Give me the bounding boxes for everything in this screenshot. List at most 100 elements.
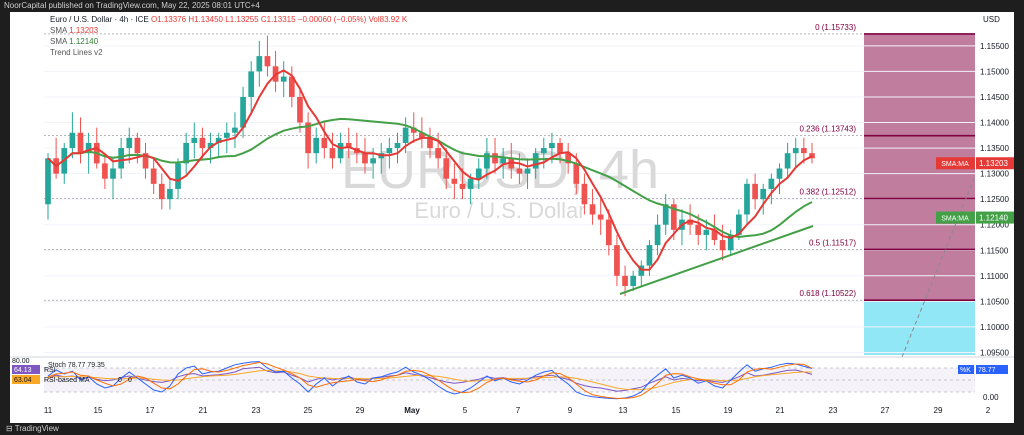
price-axis: USD 1.15500 1.15000 1.14500 1.14000 1.13500 1.… <box>980 15 1009 357</box>
x-tick-label: 9 <box>568 406 573 415</box>
candle-body <box>744 183 750 215</box>
sma-slow-label: SMA <box>50 37 67 46</box>
candle-body <box>191 137 198 143</box>
candle-body <box>565 153 572 164</box>
x-tick-label: 25 <box>304 406 313 415</box>
symbol-label[interactable]: Euro / U.S. Dollar · 4h · ICE <box>50 15 149 24</box>
time-axis: 11 15 17 21 23 25 29 May 5 7 9 13 15 19 21 23 27 29 2 <box>44 406 991 415</box>
sma-slow-value: 1.12140 <box>69 37 99 46</box>
fib-level-label: 0 (1.15733) <box>815 23 856 32</box>
legend-trendlines[interactable]: Trend Lines v2 <box>50 47 407 58</box>
close-value: C1.13315 <box>260 15 296 24</box>
candle-body <box>313 137 320 154</box>
low-value: L1.13255 <box>225 15 259 24</box>
candle-body <box>597 214 604 220</box>
stoch-k-label-tag-bg <box>958 365 974 374</box>
candle-body <box>223 132 230 138</box>
legend-sma-slow[interactable]: SMA 1.12140 <box>50 36 407 47</box>
candle-body <box>630 275 637 287</box>
candle-body <box>419 132 425 138</box>
candle-body <box>199 137 206 149</box>
sma-price-text: 1.12140 <box>979 214 1008 223</box>
tradingview-logo: ⊟ TradingView <box>6 424 59 433</box>
candle-body <box>695 224 702 235</box>
support-trend-line[interactable] <box>619 225 814 295</box>
currency-label: USD <box>983 15 1000 24</box>
x-tick-label: 27 <box>881 406 890 415</box>
candle-body <box>573 163 580 184</box>
candle-body <box>256 56 263 72</box>
y-tick-label: 1.15000 <box>980 67 1009 76</box>
candle-body <box>443 158 450 179</box>
candle-body <box>321 137 328 149</box>
candle-body <box>736 214 742 235</box>
candle-body <box>459 183 466 189</box>
rsi-ma-label: RSI-based MA <box>44 377 90 384</box>
y-tick-label: 1.11000 <box>980 272 1009 281</box>
fib-zone-lower <box>864 300 975 355</box>
candle-body <box>727 234 734 251</box>
candle-body <box>792 148 799 154</box>
fibonacci-zone <box>864 33 975 355</box>
indicator-line <box>47 361 813 399</box>
stoch-k-value-tag-bg <box>976 365 1008 374</box>
x-tick-label: 7 <box>516 406 521 415</box>
candle-body <box>435 148 441 159</box>
legend-ohlc-row[interactable]: Euro / U.S. Dollar · 4h · ICE O1.13376 H… <box>50 14 407 25</box>
candle-body <box>492 153 498 164</box>
candle-body <box>662 204 669 225</box>
candle-body <box>288 76 295 97</box>
candle-body <box>118 148 124 169</box>
candle-body <box>175 163 181 189</box>
candle-body <box>167 188 173 200</box>
sma-fast-label: SMA <box>50 26 67 35</box>
candle-body <box>703 229 710 235</box>
candle-body <box>126 137 133 149</box>
x-tick-label: 19 <box>724 406 733 415</box>
candle-body <box>215 137 222 143</box>
candle-body <box>158 183 165 200</box>
rsi-label: RSI <box>44 367 56 374</box>
x-tick-label: 13 <box>619 406 628 415</box>
rsi-ma-tag: 63.04 <box>14 377 32 384</box>
candle-body <box>69 132 76 149</box>
sma-name-tag <box>936 157 975 170</box>
candle-body <box>451 178 458 184</box>
y-tick-label: 1.10000 <box>980 323 1009 332</box>
legend-sma-fast[interactable]: SMA 1.13203 <box>50 25 407 36</box>
rsi-value-tag-bg <box>12 365 40 374</box>
fib-level-label: 0.5 (1.11517) <box>809 238 856 247</box>
candle-body <box>589 204 596 215</box>
sma-name-text: SMA:MA <box>941 161 969 168</box>
candle-body <box>345 142 352 149</box>
projection-line <box>901 175 976 358</box>
candle-body <box>110 168 116 179</box>
high-value: H1.13450 <box>188 15 224 24</box>
sma-price-text: 1.13203 <box>979 159 1008 168</box>
candle-body <box>134 137 141 154</box>
fib-level-label: 0.382 (1.12512) <box>800 188 857 197</box>
sma-fast-line[interactable] <box>47 69 813 271</box>
candle-body <box>183 142 190 164</box>
candle-body <box>670 204 677 230</box>
moving-averages <box>47 69 813 271</box>
candle-body <box>232 127 238 133</box>
y-tick-label: 1.13500 <box>980 144 1009 153</box>
sma-price-tag <box>976 211 1014 224</box>
x-tick-label: 15 <box>94 406 103 415</box>
y-tick-label: 1.12000 <box>980 221 1009 230</box>
trend-line <box>619 175 976 358</box>
sma-slow-line[interactable] <box>47 117 813 239</box>
x-tick-label: 21 <box>199 406 208 415</box>
candle-body <box>207 142 214 149</box>
candle-body <box>614 245 620 276</box>
sma-name-tag <box>936 211 975 224</box>
rsi-zero: 0 <box>118 377 122 384</box>
candle-body <box>467 178 474 189</box>
watermark-name: Euro / U.S. Dollar <box>414 198 585 223</box>
sma-fast-value: 1.13203 <box>69 26 99 35</box>
candle-body <box>484 153 490 169</box>
candle-body <box>768 178 775 189</box>
y-tick-label: 1.15500 <box>980 42 1009 51</box>
